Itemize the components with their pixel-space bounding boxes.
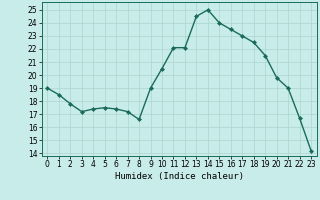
X-axis label: Humidex (Indice chaleur): Humidex (Indice chaleur): [115, 172, 244, 181]
